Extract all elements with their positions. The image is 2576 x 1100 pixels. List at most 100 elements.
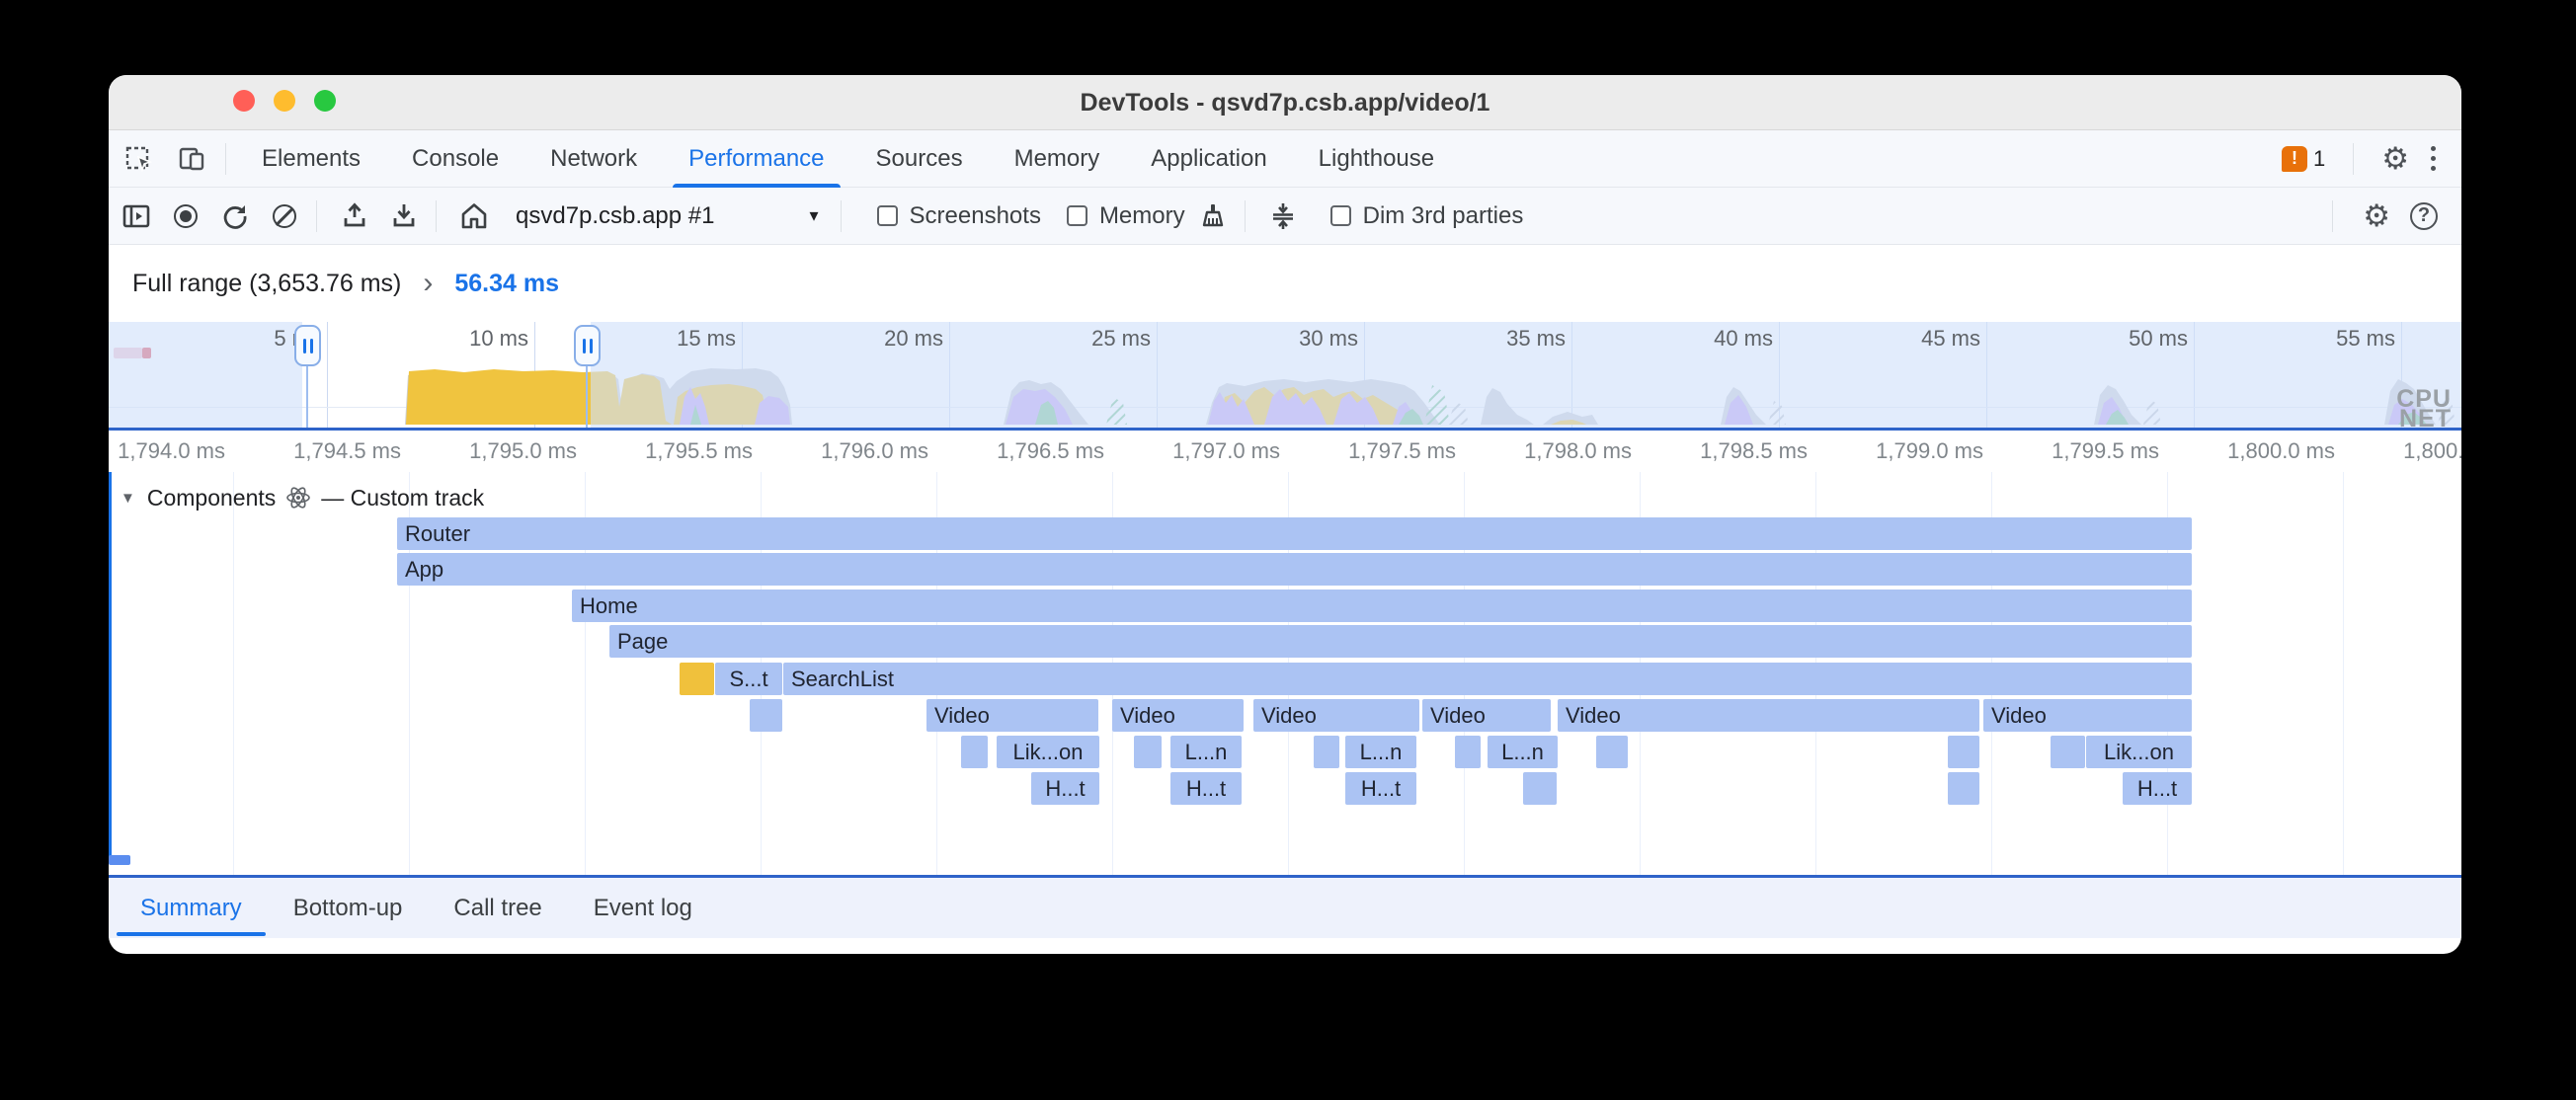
issues-button[interactable]: ! 1: [2281, 145, 2325, 172]
flame-event[interactable]: SearchList: [783, 663, 2192, 695]
tab-sources[interactable]: Sources: [875, 144, 963, 172]
flame-event[interactable]: S...t: [715, 663, 782, 695]
tab-lighthouse[interactable]: Lighthouse: [1318, 144, 1435, 172]
flame-event[interactable]: L...n: [1345, 736, 1416, 768]
selection-handle-right[interactable]: [574, 325, 601, 366]
toolbar-separator: [1244, 199, 1246, 232]
toggle-sidebar-button[interactable]: [115, 195, 158, 238]
flame-event[interactable]: L...n: [1170, 736, 1242, 768]
flame-event[interactable]: [680, 663, 714, 695]
flame-event[interactable]: [1314, 736, 1339, 768]
load-profile-button[interactable]: [333, 195, 376, 238]
scroll-indicator[interactable]: [109, 855, 130, 865]
flame-event[interactable]: Page: [609, 625, 2192, 658]
gear-icon: ⚙: [2363, 198, 2390, 233]
target-selector[interactable]: qsvd7p.csb.app #1 ▾: [516, 202, 819, 230]
breadcrumb-full-range[interactable]: Full range (3,653.76 ms): [132, 269, 402, 297]
reload-and-record-button[interactable]: [213, 195, 257, 238]
dim-3rd-parties-label: Dim 3rd parties: [1362, 201, 1524, 229]
clear-recording-button[interactable]: [263, 195, 306, 238]
flame-event[interactable]: H...t: [1345, 772, 1416, 805]
bottom-tab-call-tree[interactable]: Call tree: [453, 895, 542, 921]
help-icon: ?: [2410, 201, 2438, 230]
overview-tick-label: 55 ms: [2336, 326, 2395, 351]
screenshots-checkbox[interactable]: Screenshots: [876, 202, 1041, 230]
bottom-tabbar: Summary Bottom-up Call tree Event log: [109, 878, 2461, 938]
collect-garbage-button[interactable]: [1191, 195, 1235, 238]
flame-event[interactable]: L...n: [1488, 736, 1558, 768]
flame-event[interactable]: [1948, 736, 1979, 768]
flame-event[interactable]: [1134, 736, 1162, 768]
tab-performance[interactable]: Performance: [663, 130, 849, 188]
record-button[interactable]: [164, 195, 207, 238]
download-icon: [393, 203, 415, 226]
ruler-label: 1,799.5 ms: [2052, 438, 2159, 463]
flame-event[interactable]: [1596, 736, 1628, 768]
overview-divider: [109, 428, 2461, 431]
flame-event[interactable]: [1948, 772, 1979, 805]
flame-event[interactable]: Lik...on: [2086, 736, 2192, 768]
bottom-tab-bottom-up[interactable]: Bottom-up: [292, 895, 403, 921]
ruler-label: 1,795.0 ms: [469, 438, 577, 463]
help-button[interactable]: ?: [2410, 201, 2438, 230]
flame-event[interactable]: Video: [1422, 699, 1551, 732]
flame-event[interactable]: Home: [572, 589, 2192, 622]
tab-application[interactable]: Application: [1151, 144, 1267, 172]
ruler-label: 1,797.0 ms: [1172, 438, 1280, 463]
handle-guide-line: [586, 366, 588, 428]
flame-event[interactable]: Video: [1253, 699, 1419, 732]
flame-event[interactable]: [2051, 736, 2085, 768]
home-button[interactable]: [452, 195, 496, 238]
collapse-sections-button[interactable]: [1261, 195, 1305, 238]
flame-event[interactable]: Router: [397, 517, 2192, 550]
inspect-element-button[interactable]: [117, 137, 162, 181]
clear-icon: [273, 203, 296, 228]
flame-event[interactable]: Video: [1112, 699, 1244, 732]
flame-event[interactable]: Lik...on: [997, 736, 1099, 768]
ruler-label: 1,798.5 ms: [1700, 438, 1808, 463]
tab-network[interactable]: Network: [550, 144, 638, 172]
flame-event[interactable]: H...t: [2123, 772, 2192, 805]
selection-handle-left[interactable]: [294, 325, 321, 366]
overview-tick-label: 30 ms: [1299, 326, 1358, 351]
tab-elements[interactable]: Elements: [262, 144, 362, 172]
capture-settings-button[interactable]: ⚙: [2363, 200, 2390, 231]
toggle-device-toolbar-button[interactable]: [170, 137, 215, 181]
breadcrumb: Full range (3,653.76 ms) › 56.34 ms: [109, 245, 2461, 322]
flame-chart-area[interactable]: ▼ Components — Custom track Router App Hom…: [109, 472, 2461, 875]
bottom-tab-event-log[interactable]: Event log: [593, 895, 692, 921]
flame-event[interactable]: H...t: [1031, 772, 1099, 805]
more-options-button[interactable]: [2427, 142, 2440, 175]
overview-tick-label: 40 ms: [1714, 326, 1773, 351]
minimize-window-button[interactable]: [274, 90, 295, 112]
device-toolbar-icon: [179, 147, 204, 170]
tab-memory[interactable]: Memory: [1013, 144, 1100, 172]
tab-console[interactable]: Console: [412, 144, 500, 172]
flame-event[interactable]: [961, 736, 988, 768]
bottom-tab-summary[interactable]: Summary: [115, 878, 268, 938]
window-title: DevTools - qsvd7p.csb.app/video/1: [1080, 89, 1490, 117]
ruler-label: 1,798.0 ms: [1524, 438, 1632, 463]
memory-checkbox[interactable]: Memory: [1066, 202, 1185, 230]
flame-event[interactable]: Video: [1558, 699, 1979, 732]
track-header[interactable]: ▼ Components — Custom track: [121, 482, 484, 513]
flame-event[interactable]: Video: [1983, 699, 2192, 732]
settings-button[interactable]: ⚙: [2381, 143, 2409, 174]
track-gridline: [409, 472, 410, 875]
breadcrumb-selection[interactable]: 56.34 ms: [454, 269, 559, 297]
flame-event[interactable]: [1455, 736, 1481, 768]
flame-event[interactable]: Video: [926, 699, 1098, 732]
overview-tick-label: 25 ms: [1091, 326, 1151, 351]
inspect-cursor-icon: [125, 146, 153, 172]
dim-3rd-parties-checkbox[interactable]: Dim 3rd parties: [1329, 201, 1524, 230]
flame-event[interactable]: App: [397, 553, 2192, 586]
track-focus-indicator: [109, 472, 112, 863]
zoom-window-button[interactable]: [314, 90, 336, 112]
save-profile-button[interactable]: [382, 195, 426, 238]
flame-event[interactable]: H...t: [1170, 772, 1242, 805]
flame-event[interactable]: [750, 699, 782, 732]
flame-event[interactable]: [1523, 772, 1557, 805]
close-window-button[interactable]: [233, 90, 255, 112]
checkbox-icon: [1066, 205, 1087, 226]
